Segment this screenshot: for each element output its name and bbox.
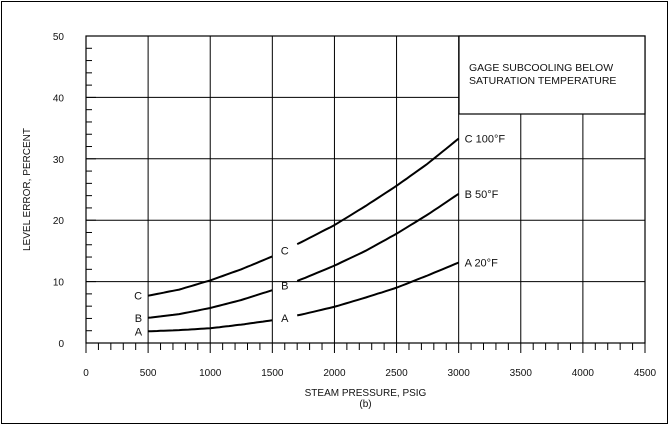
- x-tick-label: 500: [140, 368, 157, 379]
- y-tick-label: 0: [58, 339, 64, 350]
- series-start-label: B: [135, 313, 142, 325]
- y-tick-labels: 0 10 20 30 40 50: [53, 32, 65, 350]
- series-mid-label: B: [281, 281, 288, 293]
- series-line: [147, 255, 273, 297]
- series-mid-label: A: [281, 313, 289, 325]
- series-a: A A A 20°F: [135, 258, 498, 339]
- series-end-label: B 50°F: [465, 189, 499, 201]
- series-c: C C C 100°F: [134, 134, 505, 303]
- x-tick-label: 0: [83, 368, 89, 379]
- x-tick-label: 1500: [261, 368, 284, 379]
- y-tick-label: 10: [53, 278, 65, 289]
- y-tick-label: 20: [53, 216, 65, 227]
- x-tick-labels: 0 500 1000 1500 2000 2500 3000 3500 4000 4500: [83, 368, 656, 379]
- series-line: [296, 137, 460, 246]
- minor-ticks: [85, 35, 646, 353]
- x-axis-sublabel: (b): [359, 399, 371, 410]
- legend-rect: [458, 35, 646, 115]
- series-end-label: A 20°F: [465, 258, 498, 270]
- series-line: [297, 261, 460, 317]
- x-tick-label: 2000: [323, 368, 346, 379]
- x-tick-label: 3000: [448, 368, 471, 379]
- x-tick-label: 4000: [572, 368, 595, 379]
- x-tick-label: 4500: [634, 368, 657, 379]
- x-tick-label: 2500: [385, 368, 408, 379]
- series-end-label: C 100°F: [465, 134, 506, 146]
- x-tick-label: 3500: [510, 368, 533, 379]
- series-b: B B B 50°F: [135, 189, 499, 325]
- legend-line: GAGE SUBCOOLING BELOW: [469, 62, 613, 74]
- legend-line: SATURATION TEMPERATURE: [469, 75, 616, 87]
- y-tick-label: 30: [53, 155, 65, 166]
- series-line: [148, 319, 273, 333]
- series: A A A 20°F B B B 50°F C C C 100°F: [134, 134, 505, 339]
- series-start-label: A: [135, 326, 143, 338]
- series-line: [148, 289, 273, 319]
- series-mid-label: C: [281, 245, 289, 257]
- y-tick-label: 50: [53, 32, 65, 43]
- x-axis-title: STEAM PRESSURE, PSIG: [305, 388, 427, 399]
- y-axis-title: LEVEL ERROR, PERCENT: [22, 128, 33, 251]
- series-start-label: C: [134, 291, 142, 303]
- y-tick-label: 40: [53, 93, 65, 104]
- x-tick-label: 1000: [199, 368, 222, 379]
- series-line: [296, 192, 460, 282]
- plot-area: [85, 35, 646, 344]
